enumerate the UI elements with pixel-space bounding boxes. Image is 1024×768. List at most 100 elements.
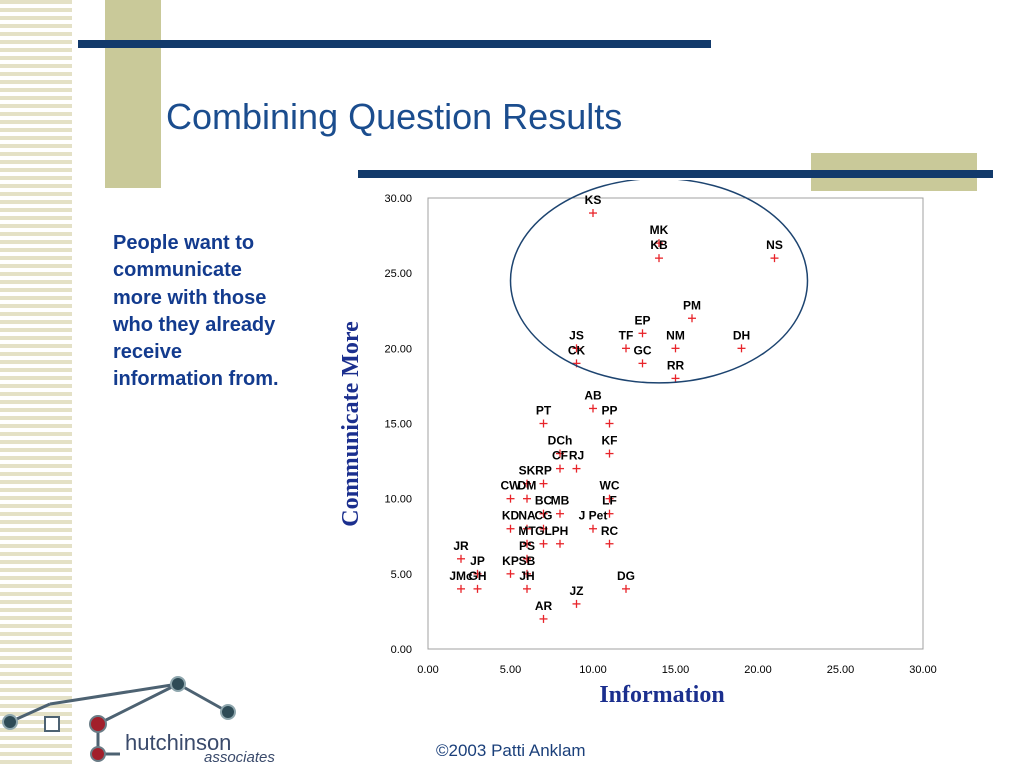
- plot-area: [427, 197, 924, 650]
- point-label: RR: [667, 358, 685, 372]
- x-tick-label: 20.00: [744, 664, 772, 676]
- point-label: GL: [535, 524, 552, 538]
- x-tick-label: 30.00: [909, 664, 937, 676]
- x-tick-label: 10.00: [579, 664, 607, 676]
- data-point: EP: [634, 313, 651, 338]
- data-point: JR: [453, 539, 469, 563]
- point-label: DM: [518, 479, 537, 493]
- point-label: JMc: [449, 569, 473, 583]
- data-point: DG: [617, 569, 635, 593]
- point-label: NS: [766, 238, 783, 252]
- data-point: DM: [518, 479, 537, 503]
- point-label: CG: [535, 509, 553, 523]
- data-point: RR: [667, 358, 685, 383]
- data-point: SB: [519, 554, 536, 578]
- point-label: KD: [502, 509, 520, 523]
- y-tick-label: 30.00: [384, 193, 412, 205]
- point-label: BC: [535, 494, 553, 508]
- data-point: SK: [519, 464, 536, 488]
- data-point: CK: [568, 343, 585, 368]
- data-point: AB: [584, 388, 602, 413]
- point-label: JH: [519, 569, 534, 583]
- point-label: NA: [518, 509, 536, 523]
- point-label: DH: [733, 328, 750, 342]
- point-label: RC: [601, 524, 619, 538]
- point-label: AR: [535, 599, 553, 613]
- point-label: LF: [602, 494, 617, 508]
- data-point: KP: [502, 554, 519, 578]
- point-label: KB: [650, 238, 668, 252]
- x-tick-labels: 0.00 5.00 10.00 15.00 20.00 25.00 30.00: [417, 664, 936, 676]
- data-point: KB: [650, 238, 668, 263]
- data-point: MB: [551, 494, 570, 518]
- data-point: KF: [602, 434, 618, 458]
- point-label: KF: [602, 434, 618, 448]
- y-tick-label: 15.00: [384, 419, 412, 431]
- point-label: RJ: [569, 449, 584, 463]
- slide-body-text: People want to communicate more with tho…: [113, 232, 279, 391]
- data-point: GL: [535, 524, 552, 548]
- x-tick-label: 15.00: [662, 664, 690, 676]
- point-label: DG: [617, 569, 635, 583]
- x-tick-label: 0.00: [417, 664, 438, 676]
- point-label: SB: [519, 554, 536, 568]
- data-point: NS: [766, 238, 783, 263]
- data-point: PS: [519, 539, 535, 563]
- highlight-ellipse: [509, 180, 809, 384]
- point-label: GC: [634, 343, 652, 357]
- y-axis-label: Communicate More: [338, 321, 364, 527]
- data-point: DCh: [548, 434, 573, 458]
- point-label: GH: [469, 569, 487, 583]
- logo-name: hutchinson: [125, 730, 231, 755]
- data-point: PM: [683, 298, 701, 323]
- data-point: WC: [600, 479, 620, 503]
- point-label: EP: [634, 313, 650, 327]
- data-point: PP: [601, 404, 618, 428]
- y-tick-labels: 0.00 5.00 10.00 15.00 20.00 25.00 30.00: [384, 193, 412, 656]
- mid-accent-bar: [358, 170, 993, 178]
- data-point: JS: [569, 328, 584, 353]
- data-point: GH: [469, 569, 487, 593]
- data-point: CG: [535, 509, 553, 533]
- data-point: LF: [602, 494, 617, 518]
- y-tick-label: 0.00: [391, 644, 412, 656]
- x-tick-label: 5.00: [500, 664, 521, 676]
- data-point: JMc: [449, 569, 473, 593]
- y-tick-label: 20.00: [384, 343, 412, 355]
- data-point: TF: [619, 328, 634, 353]
- point-label: KS: [585, 193, 602, 207]
- point-label: JR: [453, 539, 469, 553]
- top-accent-bar: [78, 40, 711, 48]
- y-tick-label: 10.00: [384, 494, 412, 506]
- data-point: RJ: [569, 449, 584, 473]
- y-tick-label: 25.00: [384, 268, 412, 280]
- point-label: MK: [650, 223, 669, 237]
- data-point: JP: [470, 554, 485, 578]
- point-label: JZ: [569, 584, 583, 598]
- data-point: JZ: [569, 584, 584, 608]
- data-point: CF: [552, 449, 568, 473]
- data-point: NM: [666, 328, 685, 353]
- point-label: JS: [569, 328, 584, 342]
- data-point: AR: [535, 599, 553, 623]
- point-label: MB: [551, 494, 570, 508]
- y-tick-label: 5.00: [391, 569, 412, 581]
- point-label: J Pet: [579, 509, 608, 523]
- data-point: KS: [585, 193, 602, 218]
- data-point: DH: [733, 328, 750, 353]
- logo-tagline: associates: [204, 749, 275, 766]
- point-label: JP: [470, 554, 485, 568]
- point-label: PH: [552, 524, 569, 538]
- data-point: CW: [501, 479, 521, 503]
- point-label: KP: [502, 554, 519, 568]
- copyright-footer: ©2003 Patti Anklam: [436, 741, 586, 760]
- point-label: PS: [519, 539, 535, 553]
- x-axis-label: Information: [599, 682, 724, 708]
- scatter-chart: 0.00 5.00 10.00 15.00 20.00 25.00 30.00 0.00 5.…: [338, 180, 937, 708]
- left-stripe-decoration: [0, 0, 72, 768]
- data-point: GC: [634, 343, 652, 368]
- data-point: JH: [519, 569, 535, 593]
- point-label: TF: [619, 328, 634, 342]
- point-label: DCh: [548, 434, 573, 448]
